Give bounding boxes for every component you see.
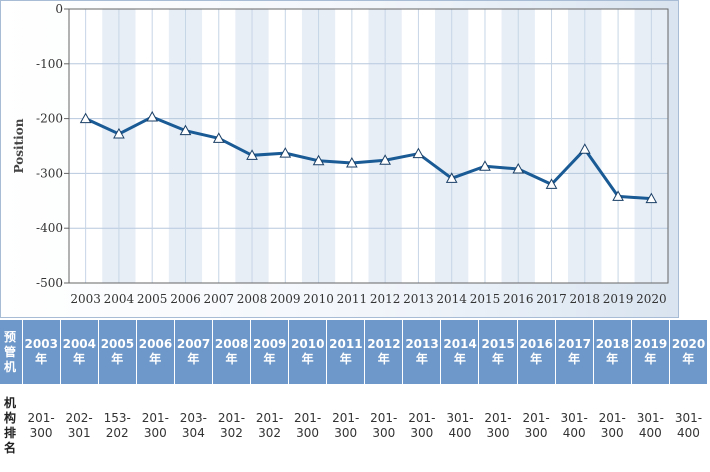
table-header-year: 2010 年 <box>288 320 328 384</box>
table-cell-range: 201- 300 <box>593 384 632 468</box>
data-point-marker <box>379 154 391 165</box>
table-header-year: 2017 年 <box>555 320 594 384</box>
data-point-marker <box>346 156 358 168</box>
table-cell-range: 301- 400 <box>440 384 479 468</box>
data-point-marker <box>312 154 325 166</box>
y-tick-label: -200 <box>36 112 63 126</box>
table-header-label: 预 管 机 <box>0 320 23 384</box>
x-tick-label: 2011 <box>337 292 368 306</box>
table-cell-range: 201- 300 <box>364 384 403 468</box>
y-axis-title: Position <box>12 118 26 173</box>
table-header-year: 2013 年 <box>402 320 442 384</box>
x-tick-label: 2008 <box>237 292 268 306</box>
x-tick-label: 2019 <box>603 292 634 306</box>
x-tick-label: 2006 <box>170 292 201 306</box>
position-line-chart: 0-100-200-300-400-500 2003 2004 2005 2006 20… <box>12 2 669 306</box>
x-tick-label: 2016 <box>503 292 534 306</box>
table-header-row: 预 管 机 2003 年 2004 年 2005 年 2006 年 2007 年 2008… <box>0 320 709 384</box>
table-row: 机 构 排 名 201- 300 202- 301 153- 202 201- 300… <box>0 384 708 468</box>
chart-panel: 0 -100 -200 -300 -400 -500 2003 2004 2005 2006 20… <box>0 0 679 318</box>
table-cell-range: 201- 300 <box>136 384 175 468</box>
data-point-marker <box>246 149 258 160</box>
data-point-marker <box>645 192 658 204</box>
y-tick-label: -500 <box>36 276 63 290</box>
y-tick-label: -400 <box>36 221 63 235</box>
table-header-year: 2009 年 <box>250 320 290 384</box>
data-point-marker <box>512 162 525 174</box>
data-point-marker <box>612 190 624 201</box>
x-tick-label: 2018 <box>570 292 601 306</box>
x-tick-label: 2005 <box>137 292 168 306</box>
data-point-marker <box>146 110 159 122</box>
table-cell-range: 301- 400 <box>631 384 670 468</box>
data-point-marker <box>212 132 225 143</box>
x-tick-label: 2004 <box>104 292 135 306</box>
x-tick-label: 2012 <box>370 292 401 306</box>
table-cell-range: 201- 300 <box>402 384 441 468</box>
table-header-year: 2007 年 <box>174 320 213 384</box>
x-tick-label: 2013 <box>403 292 434 306</box>
table-header-year: 2003 年 <box>22 320 61 384</box>
data-point-marker <box>113 127 125 139</box>
x-tick-label: 2014 <box>436 292 467 306</box>
y-tick-label: 0 <box>55 2 63 16</box>
table-cell-range: 301- 400 <box>555 384 594 468</box>
data-point-marker <box>412 147 425 159</box>
row-label-ranking: 机 构 排 名 <box>0 384 23 468</box>
plot-area-frame <box>68 8 669 284</box>
table-header-year: 2019 年 <box>631 320 670 384</box>
x-tick-label: 2020 <box>636 292 667 306</box>
y-tick-label: -100 <box>36 57 63 71</box>
table-cell-range: 203- 304 <box>174 384 213 468</box>
data-point-marker <box>479 160 491 171</box>
x-tick-label: 2007 <box>203 292 234 306</box>
table-header-year: 2005 年 <box>98 320 137 384</box>
table-header-year: 2018 年 <box>593 320 632 384</box>
table-cell-range: 201- 300 <box>517 384 556 468</box>
table-cell-range: 201- 302 <box>212 384 251 468</box>
table-header-year: 2016 年 <box>517 320 556 384</box>
ranking-table: 预 管 机 2003 年 2004 年 2005 年 2006 年 2007 年 2008… <box>0 320 709 468</box>
x-tick-label: 2010 <box>303 292 334 306</box>
table-header-year: 2014 年 <box>440 320 480 384</box>
table-cell-range: 201- 300 <box>326 384 365 468</box>
data-point-marker <box>545 178 558 189</box>
table-header-year: 2008 年 <box>212 320 252 384</box>
data-point-marker <box>578 143 591 154</box>
table-header-year: 2020 年 <box>669 320 709 384</box>
x-tick-label: 2009 <box>270 292 301 306</box>
table-cell-range: 153- 202 <box>98 384 137 468</box>
data-point-marker <box>445 172 458 183</box>
table-header-year: 2006 年 <box>136 320 175 384</box>
data-point-marker <box>179 124 192 136</box>
table-header-year: 2012 年 <box>364 320 404 384</box>
table-cell-range: 201- 300 <box>288 384 327 468</box>
data-point-marker <box>279 147 292 158</box>
x-tick-label: 2015 <box>470 292 501 306</box>
table-cell-range: 201- 300 <box>22 384 61 468</box>
table-cell-range: 201- 300 <box>478 384 518 468</box>
y-tick-label: -300 <box>36 166 63 180</box>
table-cell-range: 301- 400 <box>669 384 708 468</box>
table-header-year: 2011 年 <box>326 320 366 384</box>
table-cell-range: 201- 302 <box>250 384 289 468</box>
x-tick-label: 2017 <box>536 292 567 306</box>
table-header-year: 2004 年 <box>60 320 99 384</box>
table-header-year: 2015 年 <box>478 320 518 384</box>
data-point-marker <box>79 112 92 124</box>
table-cell-range: 202- 301 <box>60 384 99 468</box>
series-line <box>85 115 652 201</box>
x-tick-label: 2003 <box>70 292 101 306</box>
